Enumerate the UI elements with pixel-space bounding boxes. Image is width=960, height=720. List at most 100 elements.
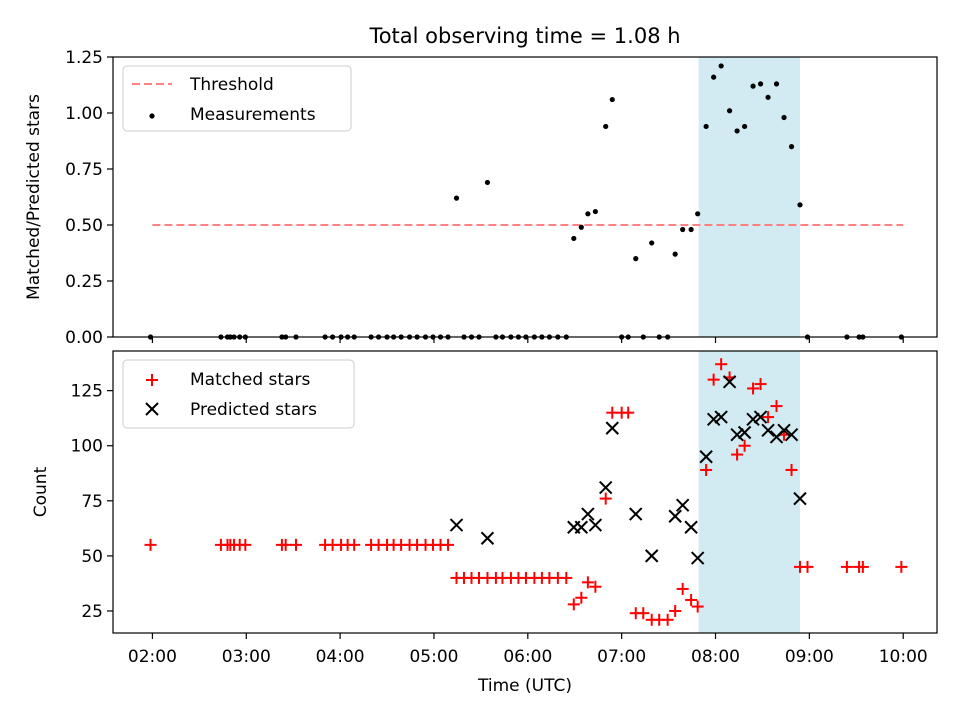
series-matched-stars bbox=[144, 358, 908, 626]
matched-star-point bbox=[599, 492, 612, 505]
x-stroke-b bbox=[668, 509, 682, 523]
predicted-star-point bbox=[588, 518, 603, 532]
x-stroke-b bbox=[706, 412, 721, 427]
matched-star-point bbox=[239, 538, 252, 551]
measurement-point bbox=[726, 108, 733, 114]
y-tick-label: 0.25 bbox=[65, 272, 103, 292]
matched-star-point bbox=[895, 560, 908, 573]
matched-star-point bbox=[622, 406, 635, 419]
x-stroke-b bbox=[722, 375, 737, 389]
y-tick-label: 125 bbox=[71, 382, 103, 402]
bottom-y-axis: 25 50 75 100 125 bbox=[71, 382, 113, 622]
bottom-x-axis: 02:00 03:00 04:00 05:00 06:00 07:00 08:00 09:00… bbox=[128, 633, 928, 667]
matched-star-point bbox=[715, 358, 728, 371]
measurement-point bbox=[750, 83, 756, 89]
x-stroke-b bbox=[599, 480, 613, 495]
x-stroke-b bbox=[588, 518, 603, 532]
x-axis-label: Time (UTC) bbox=[477, 676, 572, 696]
matched-star-point bbox=[442, 538, 455, 551]
measurement-point bbox=[571, 235, 577, 242]
matched-star-point bbox=[575, 591, 588, 604]
matched-star-point bbox=[661, 613, 674, 626]
measurement-point bbox=[781, 114, 787, 121]
predicted-star-point bbox=[714, 410, 728, 424]
x-stroke-b bbox=[449, 518, 464, 532]
top-observing-window bbox=[698, 57, 800, 337]
x-stroke-b bbox=[793, 491, 807, 506]
x-stroke-b bbox=[629, 507, 643, 521]
y-tick-label: 50 bbox=[81, 547, 103, 567]
x-stroke-b bbox=[574, 520, 589, 534]
matched-legend-label: Matched stars bbox=[190, 370, 310, 390]
matched-star-point bbox=[567, 598, 580, 611]
x-tick-label: 07:00 bbox=[597, 647, 646, 667]
x-stroke-b bbox=[699, 450, 713, 464]
matched-star-point bbox=[738, 439, 751, 452]
measurement-point bbox=[592, 208, 598, 215]
predicted-star-point bbox=[730, 428, 744, 442]
top-legend: Threshold Measurements bbox=[122, 65, 352, 132]
bottom-observing-window bbox=[698, 351, 800, 633]
y-tick-label: 0.75 bbox=[65, 160, 103, 180]
measurement-point bbox=[788, 144, 795, 150]
matched-star-point bbox=[754, 378, 767, 391]
predicted-star-point bbox=[690, 551, 705, 565]
x-tick-label: 03:00 bbox=[222, 647, 271, 667]
x-tick-label: 04:00 bbox=[316, 647, 365, 667]
measurement-point bbox=[578, 224, 584, 230]
predicted-star-point bbox=[581, 507, 595, 521]
matched-star-point bbox=[669, 604, 682, 617]
y-tick-label: 100 bbox=[71, 437, 103, 457]
predicted-star-point bbox=[599, 480, 613, 495]
matched-star-point bbox=[770, 400, 783, 413]
x-stroke-b bbox=[684, 520, 698, 534]
top-y-axis-label: Matched/Predicted stars bbox=[24, 94, 44, 300]
matched-star-point bbox=[801, 560, 814, 573]
predicted-star-point bbox=[574, 520, 589, 534]
measurement-point bbox=[773, 81, 780, 87]
x-stroke-b bbox=[644, 549, 659, 563]
matched-star-point bbox=[691, 600, 704, 613]
matched-star-point bbox=[290, 538, 303, 551]
predicted-star-point bbox=[737, 425, 752, 440]
predicted-star-point bbox=[668, 509, 682, 523]
matched-legend-swatch bbox=[146, 374, 158, 386]
predicted-star-point bbox=[777, 423, 791, 438]
matched-star-point bbox=[747, 382, 760, 395]
measurement-point bbox=[453, 195, 460, 201]
x-tick-label: 02:00 bbox=[128, 647, 177, 667]
measurement-point bbox=[680, 226, 686, 233]
predicted-star-point bbox=[629, 507, 643, 521]
x-tick-label: 10:00 bbox=[879, 647, 928, 667]
matched-star-point bbox=[560, 571, 573, 584]
x-tick-label: 05:00 bbox=[409, 647, 458, 667]
x-tick-label: 08:00 bbox=[691, 647, 740, 667]
predicted-star-point bbox=[699, 450, 713, 464]
x-stroke-b bbox=[690, 551, 705, 565]
matched-star-point bbox=[840, 560, 853, 573]
x-stroke-b bbox=[675, 498, 690, 512]
predicted-star-point bbox=[675, 498, 690, 512]
predicted-star-point bbox=[480, 531, 495, 545]
x-stroke-b bbox=[480, 531, 495, 545]
x-stroke-b bbox=[714, 410, 728, 424]
predicted-star-point bbox=[722, 375, 737, 389]
predicted-legend-swatch bbox=[145, 402, 159, 416]
measurement-point bbox=[734, 128, 740, 134]
matched-star-point bbox=[785, 463, 798, 476]
x-stroke-b bbox=[746, 412, 760, 427]
chart-title: Total observing time = 1.08 h bbox=[368, 24, 680, 48]
predicted-star-point bbox=[793, 491, 807, 506]
y-tick-label: 1.25 bbox=[65, 48, 103, 68]
top-axes-frame bbox=[112, 56, 938, 338]
matched-star-point bbox=[856, 560, 869, 573]
bottom-y-axis-label: Count bbox=[31, 466, 51, 517]
y-tick-label: 75 bbox=[81, 492, 103, 512]
x-stroke-b bbox=[737, 425, 752, 440]
top-x-axis bbox=[151, 337, 904, 343]
predicted-star-point bbox=[684, 520, 698, 534]
matched-star-point bbox=[762, 411, 775, 424]
measurement-point bbox=[757, 81, 764, 87]
predicted-star-point bbox=[449, 518, 464, 532]
